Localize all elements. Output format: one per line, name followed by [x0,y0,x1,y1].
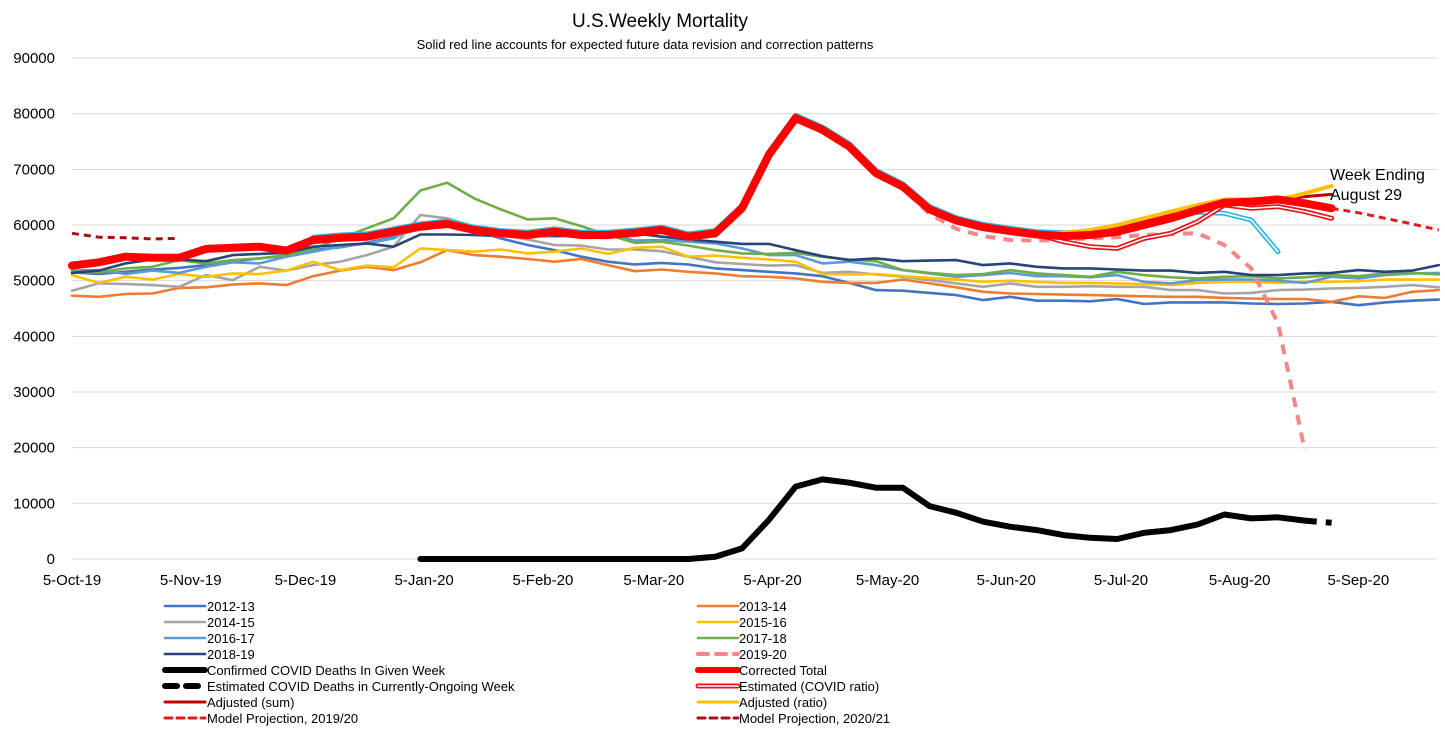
x-tick-label: 5-Jul-20 [1094,572,1148,589]
legend-label: 2015-16 [739,615,787,630]
y-tick-label: 70000 [13,161,55,178]
legend-item-adj_sum: Adjusted (sum) [163,695,294,710]
x-tick-label: 5-Dec-19 [275,572,337,589]
legend-label: 2019-20 [739,647,787,662]
legend-label: 2017-18 [739,631,787,646]
legend-label: Model Projection, 2019/20 [207,711,358,726]
legend-item-s1718: 2017-18 [696,631,787,646]
legend-label: 2016-17 [207,631,255,646]
y-tick-label: 50000 [13,273,55,290]
series-s1516 [70,245,1441,287]
y-tick-label: 40000 [13,328,55,345]
series-s1415 [70,213,1441,295]
series-est_ratio [1034,202,1335,251]
series-line [68,114,1336,270]
legend-label: 2018-19 [207,647,255,662]
y-tick-label: 20000 [13,440,55,457]
series-line [70,248,1441,304]
series-s1314 [70,248,1441,304]
legend-item-covid: Confirmed COVID Deaths In Given Week [162,663,446,678]
x-tick-label: 5-Sep-20 [1328,572,1390,589]
gridlines [72,57,1437,560]
series-line [1304,517,1332,526]
annotation-line1: Week Ending [1330,167,1425,184]
y-tick-label: 60000 [13,217,55,234]
legend-item-s1920: 2019-20 [696,647,787,662]
x-tick-label: 5-Apr-20 [743,572,801,589]
x-tick-label: 5-Mar-20 [623,572,684,589]
legend-label: Confirmed COVID Deaths In Given Week [207,663,446,678]
x-tick-label: 5-Aug-20 [1209,572,1271,589]
x-tick-label: 5-Feb-20 [512,572,573,589]
x-tick-label: 5-May-20 [856,572,919,589]
legend-item-s1819: 2018-19 [163,647,255,662]
legend-label: Estimated (COVID ratio) [739,679,879,694]
legend-item-s1415: 2014-15 [163,615,255,630]
series-line [417,476,1308,562]
legend-label: Estimated COVID Deaths in Currently-Ongo… [207,679,515,694]
series-line [1331,206,1440,232]
x-axis-ticks: 5-Oct-19 5-Nov-19 5-Dec-19 5-Jan-20 5-Feb-20… [43,572,1389,589]
x-tick-label: 5-Nov-19 [160,572,222,589]
legend-item-covid_est: Estimated COVID Deaths in Currently-Ongo… [162,679,515,694]
series-line [70,218,1441,285]
legend-item-corrected: Corrected Total [695,663,827,678]
legend-item-s1617: 2016-17 [163,631,255,646]
legend-item-s1516: 2015-16 [696,615,787,630]
series-line [71,231,180,241]
y-tick-label: 80000 [13,106,55,123]
legend-label: 2012-13 [207,599,255,614]
legend-item-adj_ratio: Adjusted (ratio) [696,695,827,710]
legend-label: Corrected Total [739,663,827,678]
y-tick-label: 90000 [13,50,55,67]
series-covid [417,476,1308,562]
y-axis-ticks: 0 10000 20000 30000 40000 50000 60000 70000 8000… [13,50,55,568]
series-s1718 [70,181,1441,280]
legend-item-proj1920: Model Projection, 2019/20 [163,711,358,726]
legend-label: 2013-14 [739,599,787,614]
x-tick-label: 5-Jun-20 [977,572,1036,589]
series-line [70,245,1441,287]
series-corrected [68,114,1336,270]
legend-label: Adjusted (sum) [207,695,294,710]
legend-label: Model Projection, 2020/21 [739,711,890,726]
series-line [1036,204,1333,250]
series-covid_est [1304,517,1332,526]
series-lines [68,112,1441,562]
chart-subtitle: Solid red line accounts for expected fut… [417,37,874,52]
legend-label: Adjusted (ratio) [739,695,827,710]
x-tick-label: 5-Oct-19 [43,572,101,589]
series-s1819 [70,232,1441,277]
series-line [70,213,1441,295]
y-tick-label: 10000 [13,495,55,512]
series-line [70,181,1441,280]
annotation-line2: August 29 [1330,187,1402,204]
legend-item-proj2021: Model Projection, 2020/21 [696,711,890,726]
series-proj2021 [71,231,180,241]
series-line [70,232,1441,277]
series-s1617 [70,218,1441,285]
x-tick-label: 5-Jan-20 [395,572,454,589]
chart-title: U.S.Weekly Mortality [572,11,748,32]
legend-item-est_ratio: Estimated (COVID ratio) [695,679,879,694]
legend-label: 2014-15 [207,615,255,630]
legend-item-s1213: 2012-13 [163,599,255,614]
legend-item-s1314: 2013-14 [696,599,787,614]
series-proj1920 [1331,206,1440,232]
y-tick-label: 0 [47,551,55,568]
y-tick-label: 30000 [13,384,55,401]
